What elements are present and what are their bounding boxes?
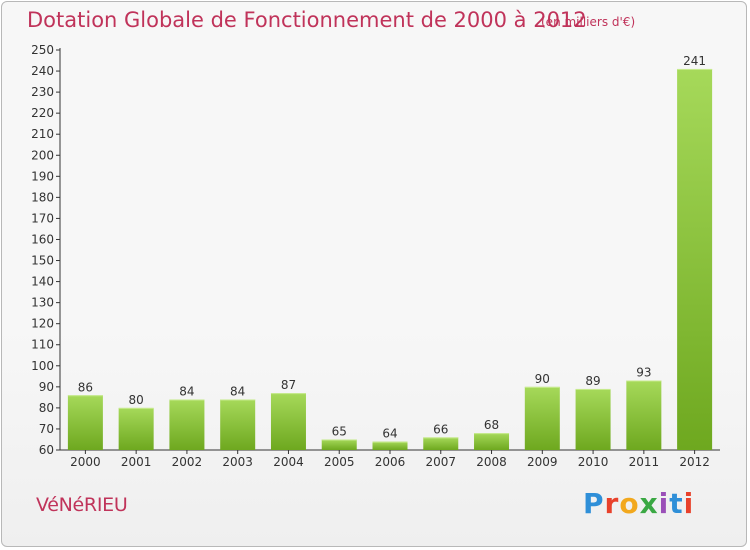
unit-note: (en milliers d'€) [541, 15, 636, 29]
x-tick-label: 2000 [70, 455, 101, 469]
data-label: 93 [636, 366, 651, 380]
y-tick-label: 130 [31, 296, 54, 310]
y-tick-label: 100 [31, 359, 54, 373]
data-label: 241 [683, 54, 706, 68]
y-tick-label: 240 [31, 64, 54, 78]
y-tick-label: 120 [31, 317, 54, 331]
data-label: 86 [78, 380, 93, 394]
data-label: 66 [433, 422, 448, 436]
y-tick-label: 230 [31, 85, 54, 99]
logo-letter: o [619, 487, 640, 520]
logo-letter: i [658, 487, 670, 520]
data-label: 90 [535, 372, 550, 386]
bar-2007 [423, 437, 459, 450]
bar-2004 [270, 393, 306, 450]
x-tick-label: 2012 [679, 455, 710, 469]
x-tick-label: 2007 [425, 455, 456, 469]
x-tick-label: 2010 [578, 455, 609, 469]
bar-2005 [321, 439, 357, 450]
x-tick-label: 2006 [375, 455, 406, 469]
x-tick-label: 2002 [172, 455, 203, 469]
data-label: 64 [382, 427, 397, 441]
y-tick-label: 80 [39, 401, 54, 415]
x-tick-label: 2005 [324, 455, 355, 469]
y-tick-label: 180 [31, 190, 54, 204]
data-label: 65 [332, 424, 347, 438]
y-tick-label: 160 [31, 232, 54, 246]
bar-2001 [118, 407, 154, 450]
bar-2011 [626, 380, 662, 450]
bar-2000 [67, 395, 103, 450]
y-tick-label: 190 [31, 169, 54, 183]
logo-letter: P [583, 487, 605, 520]
logo-letter: x [639, 487, 659, 520]
bar-2009 [524, 386, 560, 450]
logo-letter: i [683, 487, 695, 520]
logo-letter: r [604, 487, 620, 520]
data-label: 68 [484, 418, 499, 432]
x-tick-label: 2009 [527, 455, 558, 469]
data-label: 80 [129, 393, 144, 407]
chart-bars [67, 68, 713, 451]
x-tick-label: 2011 [629, 455, 660, 469]
data-label: 87 [281, 378, 296, 392]
y-tick-label: 170 [31, 211, 54, 225]
bar-2006 [372, 441, 408, 450]
x-tick-label: 2003 [222, 455, 253, 469]
proxiti-logo[interactable]: Proxiti [583, 487, 694, 520]
bar-2003 [220, 399, 256, 450]
y-tick-label: 150 [31, 254, 54, 268]
y-tick-label: 110 [31, 338, 54, 352]
data-label: 84 [179, 384, 194, 398]
bar-2012 [677, 68, 713, 451]
bar-2008 [474, 433, 510, 450]
y-tick-label: 90 [39, 380, 54, 394]
x-tick-label: 2001 [121, 455, 152, 469]
bar-2010 [575, 388, 611, 450]
bar-2002 [169, 399, 205, 450]
data-label: 89 [585, 374, 600, 388]
data-label: 84 [230, 384, 245, 398]
y-tick-label: 70 [39, 422, 54, 436]
x-tick-label: 2008 [476, 455, 507, 469]
chart-labels: 86 2000 80 2001 84 2002 84 2003 87 2004 65 2005 64 20… [70, 54, 710, 469]
y-tick-label: 210 [31, 127, 54, 141]
y-tick-label: 200 [31, 148, 54, 162]
y-tick-label: 140 [31, 275, 54, 289]
logo-letter: t [669, 487, 684, 520]
commune-name: VéNéRIEU [36, 494, 128, 516]
y-tick-label: 60 [39, 443, 54, 457]
y-tick-label: 250 [31, 43, 54, 57]
x-tick-label: 2004 [273, 455, 304, 469]
chart-title: Dotation Globale de Fonctionnement de 20… [27, 8, 587, 32]
y-tick-label: 220 [31, 106, 54, 120]
